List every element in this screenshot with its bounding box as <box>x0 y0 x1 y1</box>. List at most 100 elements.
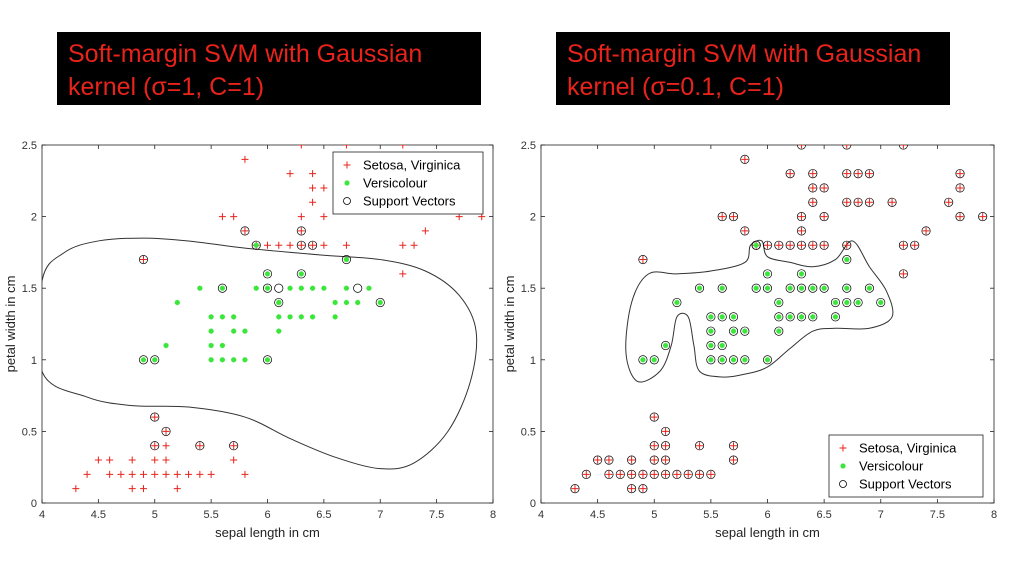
support-vector-point <box>717 355 727 365</box>
versicolour-point <box>231 314 237 320</box>
support-vector-point <box>229 441 239 451</box>
y-tick-label: 1 <box>31 355 37 367</box>
versicolour-point <box>276 299 282 306</box>
versicolour-point <box>719 342 725 349</box>
setosa-virginica-point <box>718 213 726 221</box>
versicolour-point <box>343 256 350 263</box>
support-vector-point <box>796 145 807 150</box>
support-vector-point <box>138 355 149 365</box>
setosa-virginica-point <box>628 485 636 493</box>
y-tick-label: 0 <box>31 498 37 510</box>
setosa-virginica-point <box>922 227 930 235</box>
setosa-virginica-point <box>196 442 204 450</box>
x-tick-label: 6.5 <box>316 509 331 521</box>
setosa-virginica-point <box>218 213 226 221</box>
support-vector-point <box>864 197 874 207</box>
versicolour-point <box>242 357 248 363</box>
versicolour-point <box>810 285 816 291</box>
setosa-virginica-point <box>809 184 817 192</box>
versicolour-point <box>276 314 282 320</box>
legend: Setosa, Virginica Versicolour Support Vect… <box>828 434 984 498</box>
support-vector-point <box>864 283 874 293</box>
support-vector-point <box>740 326 750 336</box>
support-vector-point <box>910 240 920 250</box>
versicolour-point <box>152 357 158 363</box>
setosa-virginica-point <box>865 170 873 178</box>
versicolour-point <box>878 299 884 306</box>
versicolour-point <box>298 285 304 291</box>
legend: Setosa, Virginica Versicolour Support Vect… <box>332 151 484 215</box>
x-tick-label: 5 <box>152 509 158 521</box>
support-vector-point <box>661 455 671 465</box>
versicolour-point <box>651 357 657 363</box>
versicolour-point <box>764 357 771 363</box>
setosa-virginica-point <box>264 241 271 249</box>
setosa-virginica-point <box>162 456 170 464</box>
versicolour-point <box>253 242 259 248</box>
versicolour-point <box>730 357 737 363</box>
setosa-virginica-point <box>741 227 749 235</box>
setosa-virginica-point <box>956 170 964 178</box>
x-tick-label: 4 <box>39 509 45 521</box>
versicolour-point <box>753 242 759 248</box>
support-vector-point <box>842 169 852 179</box>
support-vector-point <box>728 441 739 451</box>
legend-marker-circle <box>343 197 351 205</box>
setosa-virginica-point <box>696 470 704 478</box>
versicolour-point <box>310 285 316 291</box>
support-vector-point <box>604 455 614 465</box>
support-vector-point <box>604 469 614 479</box>
support-vector-point <box>638 484 648 494</box>
setosa-virginica-point <box>956 184 964 192</box>
setosa-virginica-point <box>230 456 238 464</box>
setosa-virginica-point <box>730 456 738 464</box>
y-tick-label: 2.5 <box>22 140 37 152</box>
versicolour-point <box>810 314 816 320</box>
versicolour-point <box>844 285 850 291</box>
legend-label: Versicolour <box>363 176 428 191</box>
x-tick-label: 6 <box>764 509 770 521</box>
versicolour-point <box>253 285 259 291</box>
versicolour-point <box>208 328 214 334</box>
versicolour-point <box>298 314 304 320</box>
support-vector-point <box>921 226 931 236</box>
versicolour-point <box>264 271 271 277</box>
versicolour-point <box>276 328 282 334</box>
x-tick-label: 7.5 <box>930 509 945 521</box>
support-vector-point <box>774 326 784 336</box>
support-vector-point <box>627 455 637 465</box>
support-vector-point <box>150 355 160 365</box>
setosa-virginica-point <box>297 213 305 221</box>
versicolour-point <box>242 328 248 334</box>
setosa-virginica-point <box>764 241 771 249</box>
legend-marker-star <box>840 463 846 469</box>
versicolour-point <box>719 285 725 291</box>
setosa-virginica-point <box>185 470 193 478</box>
support-vector-point <box>853 297 863 308</box>
setosa-virginica-point <box>854 198 862 206</box>
versicolour-point <box>866 285 873 291</box>
decision-boundary <box>625 239 894 383</box>
setosa-virginica-point <box>83 470 91 478</box>
setosa-virginica-point <box>320 241 328 249</box>
legend-marker-plus <box>343 161 351 169</box>
support-vector-point <box>150 412 160 422</box>
support-vector-point <box>615 469 625 479</box>
versicolour-point <box>163 342 169 349</box>
versicolour-point <box>231 357 237 363</box>
x-tick-label: 6 <box>264 509 270 521</box>
versicolour-point <box>219 357 225 363</box>
versicolour-point <box>742 328 748 334</box>
chart-panel-right: 4 4.5 5 5.5 6 6.5 7 7.5 8 0 0.5 1 1.5 2 2.5 sepal lengt… <box>502 140 997 540</box>
versicolour-point <box>219 314 225 320</box>
setosa-virginica-point <box>786 241 794 249</box>
setosa-virginica-point <box>616 470 624 478</box>
setosa-virginica-point <box>275 241 283 249</box>
support-vector-point <box>649 412 659 422</box>
support-vector-point <box>649 355 659 365</box>
support-vector-point <box>683 469 693 479</box>
support-vector-point <box>706 340 716 351</box>
support-vector-point <box>661 469 671 479</box>
setosa-virginica-point <box>320 184 328 192</box>
support-vector-point <box>649 441 659 451</box>
